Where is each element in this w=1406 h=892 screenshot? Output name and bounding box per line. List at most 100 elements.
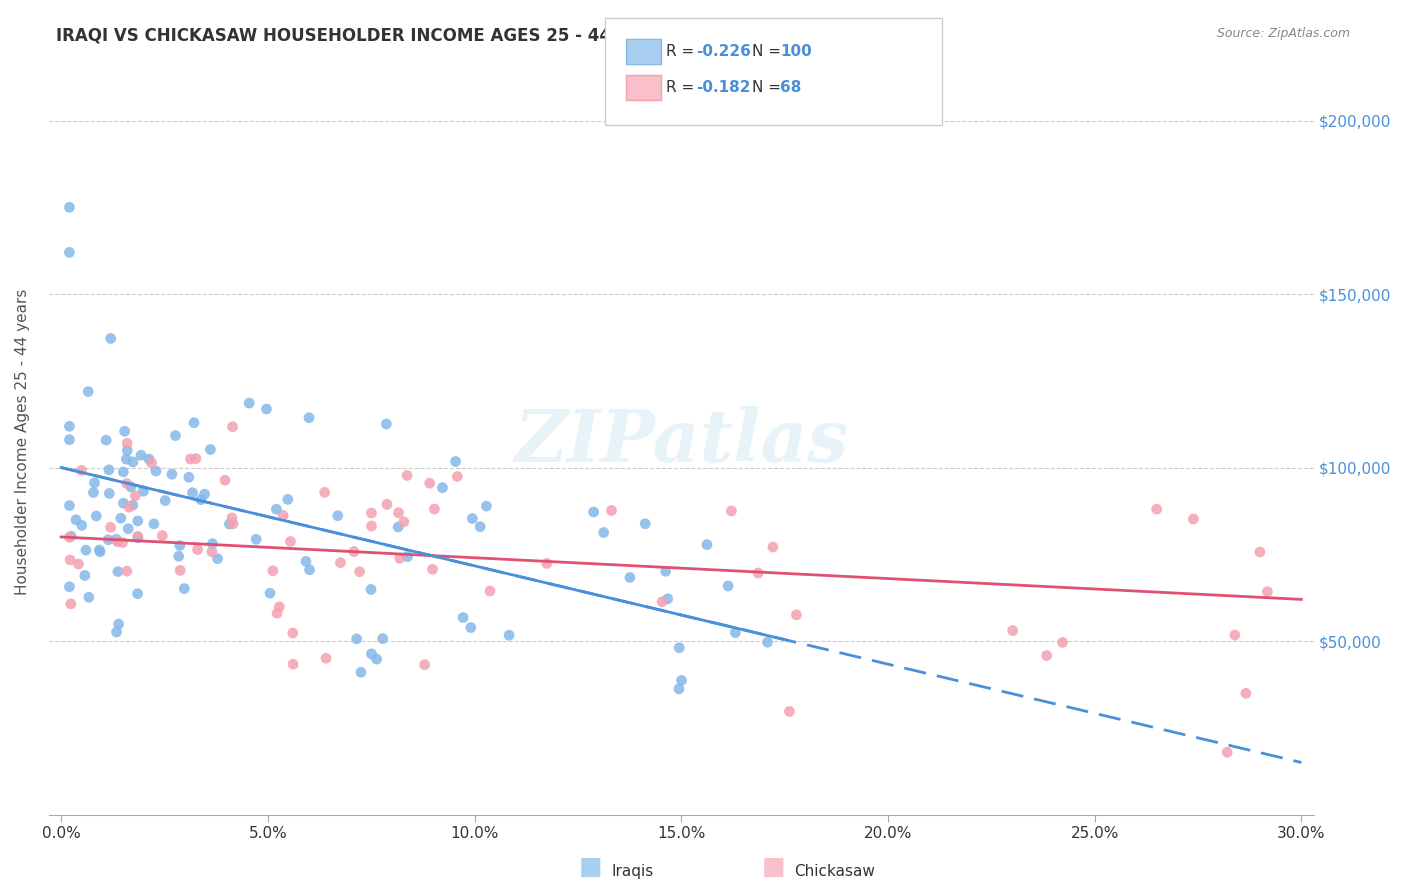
Point [387, 506, 409, 520]
Point [115, 564, 138, 578]
Point [295, 554, 318, 568]
Point [127, 529, 149, 543]
Point [207, 551, 229, 566]
Point [222, 516, 245, 531]
Point [671, 673, 693, 688]
Point [651, 595, 673, 609]
Point [387, 520, 409, 534]
Text: Iraqis: Iraqis [612, 863, 654, 879]
Point [58, 200, 80, 214]
Text: 68: 68 [780, 80, 801, 95]
Point [1216, 745, 1239, 759]
Point [1182, 512, 1205, 526]
Point [169, 563, 191, 577]
Point [413, 657, 436, 672]
Point [89, 545, 111, 559]
Point [121, 498, 143, 512]
Text: N =: N = [752, 80, 782, 95]
Point [371, 632, 394, 646]
Point [59, 597, 82, 611]
Point [127, 514, 149, 528]
Point [668, 681, 690, 696]
Point [298, 563, 321, 577]
Point [58, 419, 80, 434]
Point [187, 542, 209, 557]
Text: Source: ZipAtlas.com: Source: ZipAtlas.com [1216, 27, 1350, 40]
Point [77, 384, 100, 399]
Point [100, 331, 122, 345]
Point [277, 492, 299, 507]
Point [281, 626, 304, 640]
Point [360, 519, 382, 533]
Point [634, 516, 657, 531]
Point [460, 621, 482, 635]
Point [451, 610, 474, 624]
Point [169, 539, 191, 553]
Point [238, 396, 260, 410]
Point [392, 515, 415, 529]
Point [724, 625, 747, 640]
Point [118, 500, 141, 515]
Point [498, 628, 520, 642]
Point [375, 497, 398, 511]
Point [73, 568, 96, 582]
Point [396, 549, 419, 564]
Point [360, 506, 382, 520]
Point [668, 640, 690, 655]
Text: ZIPatlas: ZIPatlas [515, 406, 848, 477]
Point [153, 493, 176, 508]
Point [97, 463, 120, 477]
Point [245, 533, 267, 547]
Point [720, 504, 742, 518]
Point [1035, 648, 1057, 663]
Point [107, 565, 129, 579]
Point [1052, 635, 1074, 649]
Point [266, 607, 288, 621]
Point [444, 454, 467, 468]
Point [82, 485, 104, 500]
Point [141, 456, 163, 470]
Point [1249, 545, 1271, 559]
Point [97, 533, 120, 547]
Point [107, 534, 129, 549]
Point [165, 428, 187, 442]
Point [329, 556, 352, 570]
Point [221, 419, 243, 434]
Point [183, 416, 205, 430]
Point [117, 522, 139, 536]
Point [314, 485, 336, 500]
Point [422, 562, 444, 576]
Point [221, 511, 243, 525]
Point [77, 591, 100, 605]
Point [132, 484, 155, 499]
Point [259, 586, 281, 600]
Point [84, 508, 107, 523]
Point [349, 565, 371, 579]
Point [173, 582, 195, 596]
Point [1223, 628, 1246, 642]
Point [1001, 624, 1024, 638]
Point [115, 443, 138, 458]
Point [58, 580, 80, 594]
Point [98, 486, 121, 500]
Point [112, 496, 135, 510]
Point [785, 607, 807, 622]
Text: R =: R = [666, 45, 700, 59]
Point [478, 584, 501, 599]
Point [179, 452, 201, 467]
Point [717, 579, 740, 593]
Text: ■: ■ [762, 855, 785, 879]
Point [536, 557, 558, 571]
Point [105, 624, 128, 639]
Point [1256, 584, 1278, 599]
Text: IRAQI VS CHICKASAW HOUSEHOLDER INCOME AGES 25 - 44 YEARS CORRELATION CHART: IRAQI VS CHICKASAW HOUSEHOLDER INCOME AG… [56, 27, 883, 45]
Point [194, 487, 217, 501]
Point [58, 433, 80, 447]
Point [100, 520, 122, 534]
Text: Chickasaw: Chickasaw [794, 863, 876, 879]
Point [696, 538, 718, 552]
Point [107, 617, 129, 632]
Point [388, 551, 411, 566]
Point [461, 511, 484, 525]
Point [271, 508, 294, 523]
